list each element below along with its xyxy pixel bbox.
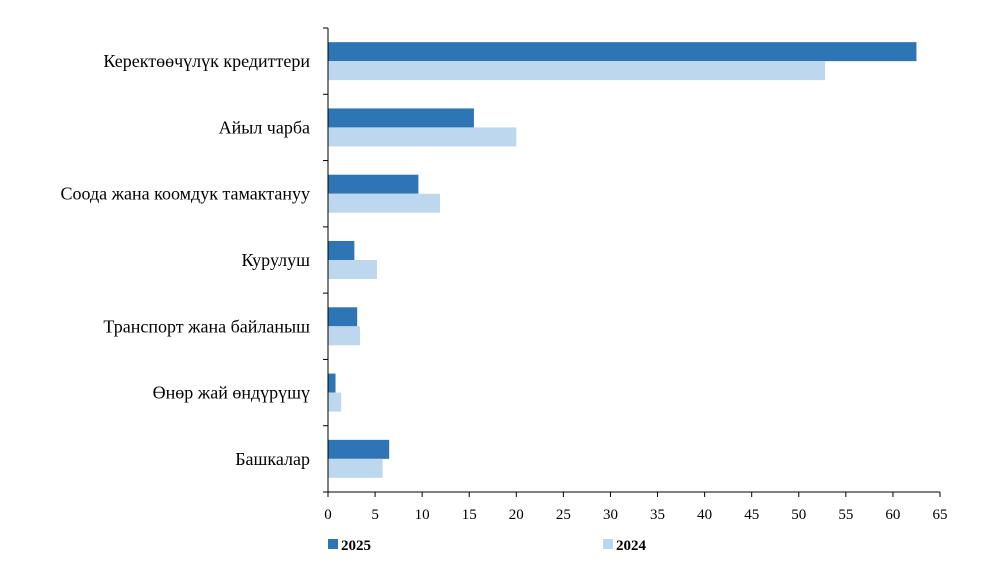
x-tick-label: 45 — [744, 507, 759, 523]
bar-2024-2 — [328, 127, 517, 147]
x-tick-label: 65 — [933, 507, 948, 523]
category-label: Айыл чарба — [219, 117, 310, 137]
bars-group — [328, 42, 917, 478]
legend-label-2024: 2024 — [616, 538, 647, 554]
bar-2024-3 — [328, 193, 441, 213]
x-tick-label: 40 — [697, 507, 712, 523]
bar-2024-7 — [328, 458, 383, 478]
bar-2025-7 — [328, 439, 390, 459]
legend: 2025 2024 — [328, 538, 647, 554]
category-label: Курулуш — [242, 250, 311, 270]
bar-2024-4 — [328, 260, 377, 279]
bar-2025-2 — [328, 108, 474, 128]
x-tick-label: 15 — [462, 507, 477, 523]
x-tick-label: 60 — [885, 507, 900, 523]
x-tick-label: 20 — [509, 507, 524, 523]
category-labels: Керектөөчүлүк кредиттери Айыл чарба Соода … — [60, 51, 310, 469]
legend-swatch-2025 — [328, 539, 338, 549]
x-tick-label: 5 — [371, 507, 379, 523]
x-tick-label: 50 — [791, 507, 806, 523]
category-label: Өнөр жай өндүрүшү — [153, 383, 310, 403]
bar-2024-1 — [328, 61, 826, 81]
x-tick-label: 30 — [603, 507, 618, 523]
legend-label-2025: 2025 — [341, 538, 371, 554]
x-tick-label: 35 — [650, 507, 665, 523]
bar-2025-4 — [328, 241, 355, 260]
axes-group: 0 5 10 15 20 25 30 35 40 45 50 55 60 65 — [323, 27, 948, 523]
bar-2024-6 — [328, 392, 342, 412]
legend-swatch-2024 — [603, 539, 613, 549]
bar-2025-1 — [328, 42, 917, 62]
bar-2025-3 — [328, 174, 419, 194]
x-tick-label: 10 — [415, 507, 430, 523]
bar-2025-5 — [328, 307, 358, 327]
bar-2025-6 — [328, 373, 336, 393]
category-label: Керектөөчүлүк кредиттери — [103, 51, 310, 71]
category-label: Башкалар — [235, 449, 310, 469]
x-tick-label: 0 — [324, 507, 332, 523]
x-tick-label: 55 — [838, 507, 853, 523]
category-label: Соода жана коомдук тамактануу — [60, 184, 310, 204]
bar-2024-5 — [328, 326, 361, 346]
x-tick-label: 25 — [556, 507, 571, 523]
category-label: Транспорт жана байланыш — [103, 316, 310, 336]
